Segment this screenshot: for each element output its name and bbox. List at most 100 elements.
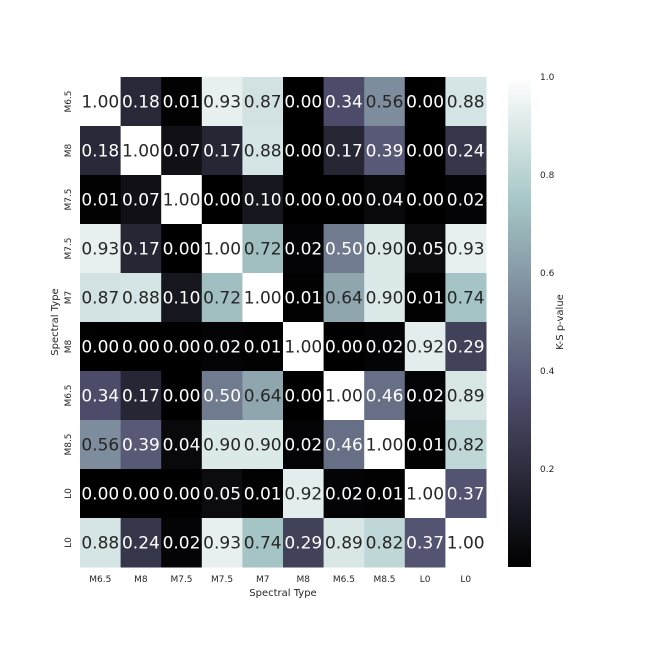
heatmap-cell — [283, 322, 325, 372]
heatmap-cell — [283, 371, 325, 421]
colorbar — [508, 77, 531, 567]
colorbar-ticks: 0.2 0.4 0.6 0.8 1.0 — [540, 73, 555, 475]
cell-value-label: 0.93 — [447, 240, 485, 260]
cell-value-label: 0.00 — [406, 191, 444, 211]
x-axis-label: Spectral Type — [249, 588, 316, 599]
cell-value-label: 0.00 — [122, 485, 160, 505]
cell-value-label: 0.56 — [81, 436, 119, 456]
cell-value-label: 0.02 — [284, 436, 322, 456]
heatmap-cell — [161, 175, 203, 225]
cell-value-label: 0.00 — [325, 338, 363, 358]
x-tick-labels: M6.5 M8 M7.5 M7.5 M7 M8 M6.5 M8.5 L0 L0 — [89, 575, 471, 585]
cell-value-label: 0.88 — [81, 534, 119, 554]
heatmap-cell — [404, 420, 446, 470]
cell-value-label: 0.02 — [325, 485, 363, 505]
x-tick-label: M7.5 — [170, 575, 192, 585]
heatmap-cell — [445, 322, 487, 372]
heatmap-cell — [201, 518, 243, 568]
y-tick-label: M8.5 — [64, 433, 74, 455]
cell-value-label: 1.00 — [284, 338, 322, 358]
heatmap-cell — [161, 273, 203, 323]
cell-value-label: 0.87 — [81, 289, 119, 309]
colorbar-label: K-S p-value — [555, 294, 566, 350]
y-tick-label: M6.5 — [64, 384, 74, 406]
heatmap-cell — [364, 126, 406, 176]
heatmap-cell — [120, 469, 162, 519]
heatmap-cell — [120, 273, 162, 323]
cell-value-label: 0.18 — [122, 93, 160, 113]
cell-value-label: 0.87 — [244, 93, 282, 113]
cell-value-label: 0.88 — [447, 93, 485, 113]
heatmap-cell — [242, 518, 284, 568]
heatmap-cell — [283, 175, 325, 225]
heatmap-cell — [283, 126, 325, 176]
heatmap-cell — [80, 322, 122, 372]
cell-value-label: 0.17 — [203, 142, 241, 162]
heatmap-cell — [445, 175, 487, 225]
cell-value-label: 0.01 — [163, 93, 201, 113]
cell-value-label: 1.00 — [122, 142, 160, 162]
cell-value-label: 0.74 — [244, 534, 282, 554]
cell-value-label: 1.00 — [366, 436, 404, 456]
cell-value-label: 0.01 — [244, 338, 282, 358]
heatmap-cell — [404, 126, 446, 176]
heatmap-cell — [80, 518, 122, 568]
cell-value-label: 0.24 — [122, 534, 160, 554]
cell-value-label: 0.82 — [366, 534, 404, 554]
colorbar-tick-label: 1.0 — [540, 73, 555, 83]
cell-value-label: 1.00 — [325, 387, 363, 407]
heatmap-cell — [283, 77, 325, 127]
heatmap-cell — [242, 371, 284, 421]
heatmap-cell — [120, 175, 162, 225]
colorbar-tick-label: 0.6 — [540, 269, 555, 279]
x-tick-label: L0 — [460, 575, 471, 585]
heatmap-cell — [201, 420, 243, 470]
cell-value-label: 0.89 — [447, 387, 485, 407]
x-tick-label: M7.5 — [211, 575, 233, 585]
cell-value-label: 0.01 — [406, 436, 444, 456]
heatmap-cell — [80, 77, 122, 127]
cell-value-label: 0.07 — [122, 191, 160, 211]
y-tick-label: M8 — [64, 339, 74, 353]
cell-value-label: 0.89 — [325, 534, 363, 554]
x-tick-label: M8.5 — [373, 575, 395, 585]
heatmap-cell — [404, 273, 446, 323]
heatmap-cell — [445, 371, 487, 421]
heatmap-cell — [323, 175, 365, 225]
cell-value-label: 0.50 — [325, 240, 363, 260]
heatmap-cell — [445, 273, 487, 323]
heatmap-cell — [323, 77, 365, 127]
cell-value-label: 0.02 — [447, 191, 485, 211]
heatmap-cell — [445, 224, 487, 274]
cell-value-label: 0.02 — [284, 240, 322, 260]
heatmap-cell — [242, 273, 284, 323]
cell-value-label: 1.00 — [406, 485, 444, 505]
cell-value-label: 0.50 — [203, 387, 241, 407]
cell-value-label: 0.00 — [325, 191, 363, 211]
cell-value-label: 0.00 — [122, 338, 160, 358]
cell-value-label: 0.17 — [122, 240, 160, 260]
x-tick-label: M8 — [297, 575, 311, 585]
heatmap-cell — [201, 224, 243, 274]
heatmap-cell — [283, 273, 325, 323]
heatmap-cell — [445, 126, 487, 176]
heatmap-cell — [364, 469, 406, 519]
heatmap-cell — [201, 77, 243, 127]
heatmap-cell — [323, 420, 365, 470]
cell-value-label: 0.01 — [81, 191, 119, 211]
heatmap-cell — [445, 77, 487, 127]
cell-value-label: 0.17 — [122, 387, 160, 407]
heatmap-cell — [201, 322, 243, 372]
cell-value-label: 0.02 — [203, 338, 241, 358]
y-tick-label: M6.5 — [64, 90, 74, 112]
y-tick-label: M7.5 — [64, 237, 74, 259]
heatmap-cell — [445, 420, 487, 470]
y-tick-label: L0 — [64, 488, 74, 499]
y-tick-label: M8 — [64, 143, 74, 157]
heatmap-cell — [364, 224, 406, 274]
cell-value-label: 0.00 — [163, 485, 201, 505]
cell-value-label: 0.00 — [406, 93, 444, 113]
heatmap-cell — [242, 469, 284, 519]
cell-value-label: 0.46 — [366, 387, 404, 407]
